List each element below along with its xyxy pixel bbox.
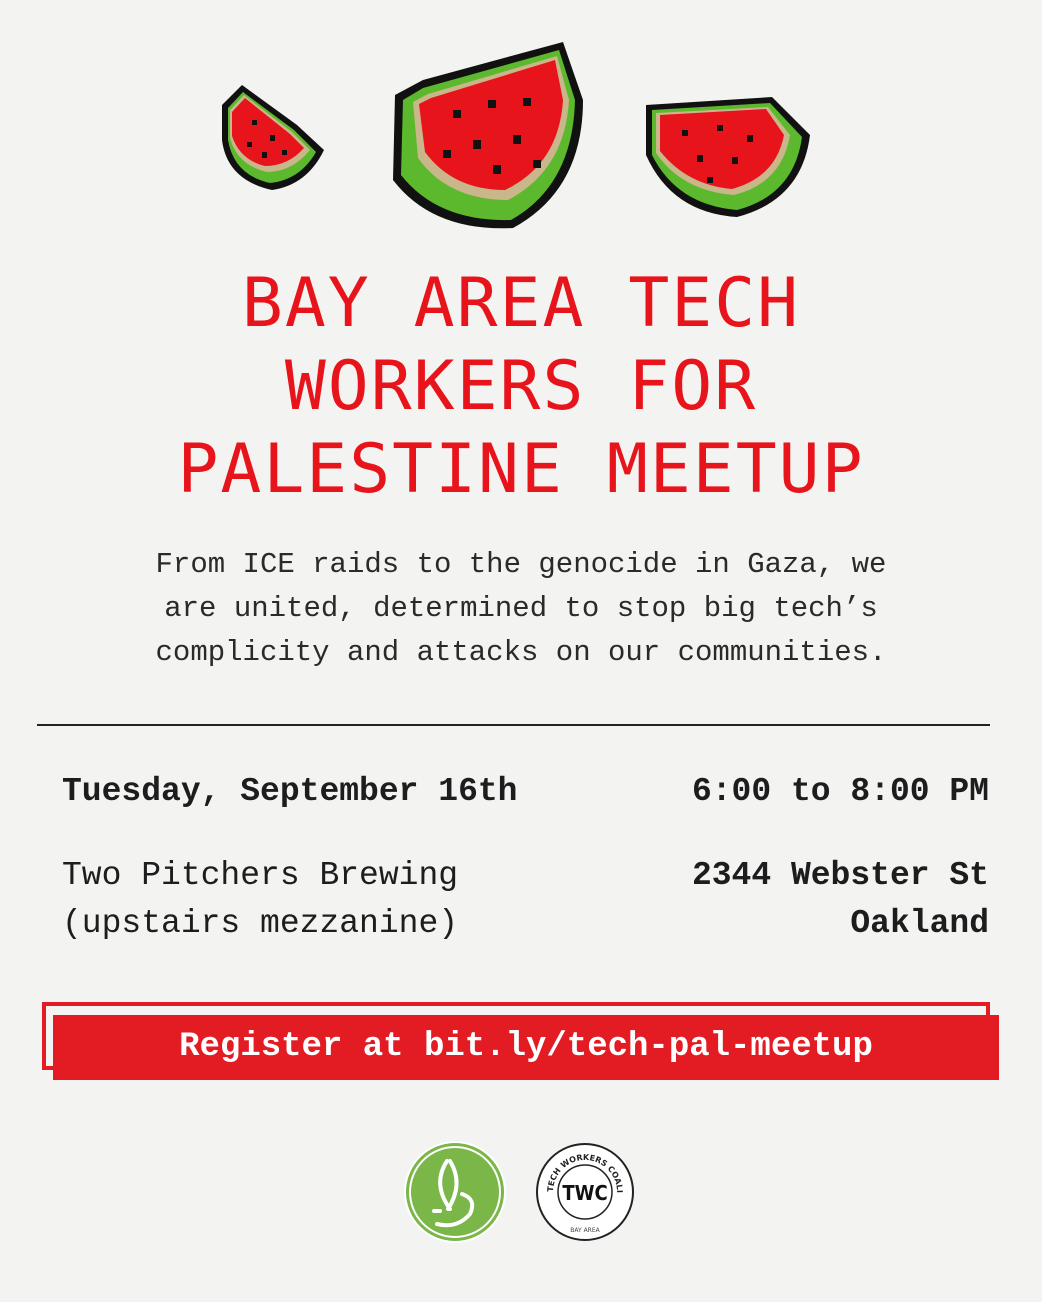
venue-note: (upstairs mezzanine)	[62, 905, 459, 942]
event-date: Tuesday, September 16th	[62, 773, 518, 810]
twc-center-text: TWC	[562, 1181, 607, 1205]
watermelon-small-left-icon	[222, 85, 324, 190]
green-arabic-logo	[404, 1141, 506, 1243]
description-line: complicity and attacks on our communitie…	[155, 636, 887, 669]
divider	[37, 724, 990, 726]
title-line: BAY AREA TECH	[241, 264, 801, 343]
venue-street: 2344 Webster St	[691, 857, 989, 894]
event-description: From ICE raids to the genocide in Gaza, …	[0, 543, 1042, 675]
twc-bottom-text: BAY AREA	[570, 1227, 600, 1234]
description-line: are united, determined to stop big tech’…	[164, 592, 878, 625]
watermelon-large-center-icon	[393, 42, 583, 229]
event-title: BAY AREA TECH WORKERS FOR PALESTINE MEET…	[0, 262, 1042, 511]
event-time: 6:00 to 8:00 PM	[691, 773, 989, 810]
tech-workers-coalition-logo: TECH WORKERS COALITION TWC BAY AREA	[535, 1142, 634, 1241]
description-line: From ICE raids to the genocide in Gaza, …	[155, 548, 887, 581]
title-line: PALESTINE MEETUP	[177, 430, 865, 509]
watermelon-right-icon	[646, 97, 810, 217]
register-banner[interactable]: Register at bit.ly/tech-pal-meetup	[53, 1015, 999, 1080]
venue-city: Oakland	[850, 905, 989, 942]
title-line: WORKERS FOR	[284, 347, 758, 426]
venue-name: Two Pitchers Brewing	[62, 857, 459, 894]
